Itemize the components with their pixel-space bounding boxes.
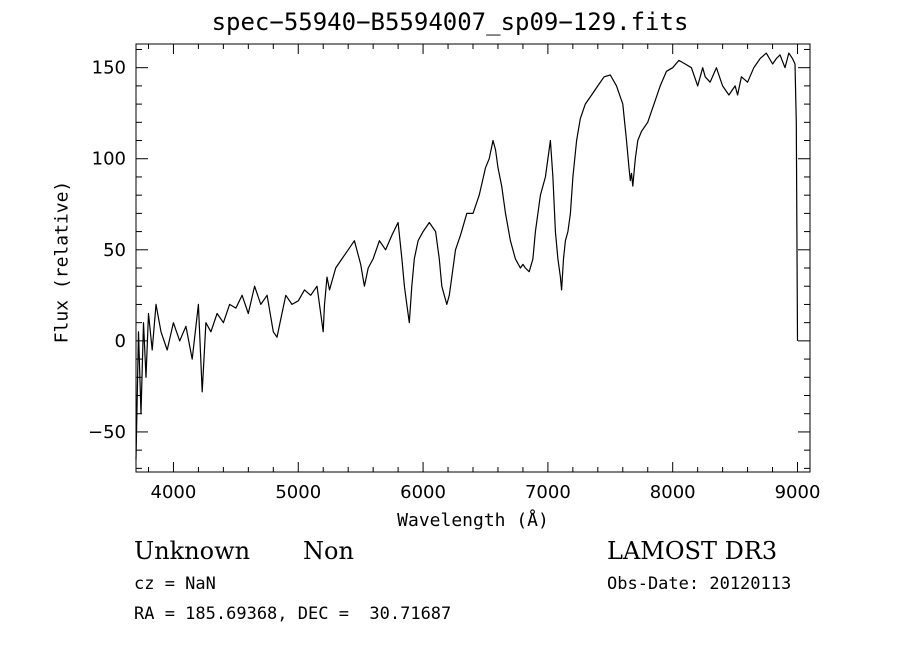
survey-label: LAMOST DR3	[607, 537, 778, 565]
x-axis-label: Wavelength (Å)	[397, 510, 549, 531]
x-tick-label: 6000	[400, 482, 446, 503]
x-tick-label: 9000	[775, 482, 821, 503]
x-tick-label: 8000	[650, 482, 696, 503]
chart-title: spec−55940−B5594007_sp09−129.fits	[211, 8, 689, 36]
x-tick-label: 5000	[275, 482, 321, 503]
y-tick-label: 100	[92, 149, 126, 170]
y-axis-label: Flux (relative)	[51, 180, 73, 344]
x-tick-label: 7000	[525, 482, 571, 503]
y-tick-label: 50	[103, 240, 126, 261]
y-tick-label: 150	[92, 58, 126, 79]
class-label: Unknown	[134, 537, 251, 565]
subclass-label: Non	[303, 537, 354, 565]
y-tick-label: 0	[115, 331, 126, 352]
obs-date: Obs-Date: 20120113	[607, 574, 792, 594]
y-tick-label: −50	[88, 422, 126, 443]
x-tick-label: 4000	[151, 482, 197, 503]
series-line-spectrum	[135, 52, 799, 460]
ra-dec-value: RA = 185.69368, DEC = 30.71687	[134, 604, 452, 624]
cz-value: cz = NaN	[134, 574, 216, 594]
plot-frame	[135, 43, 811, 473]
